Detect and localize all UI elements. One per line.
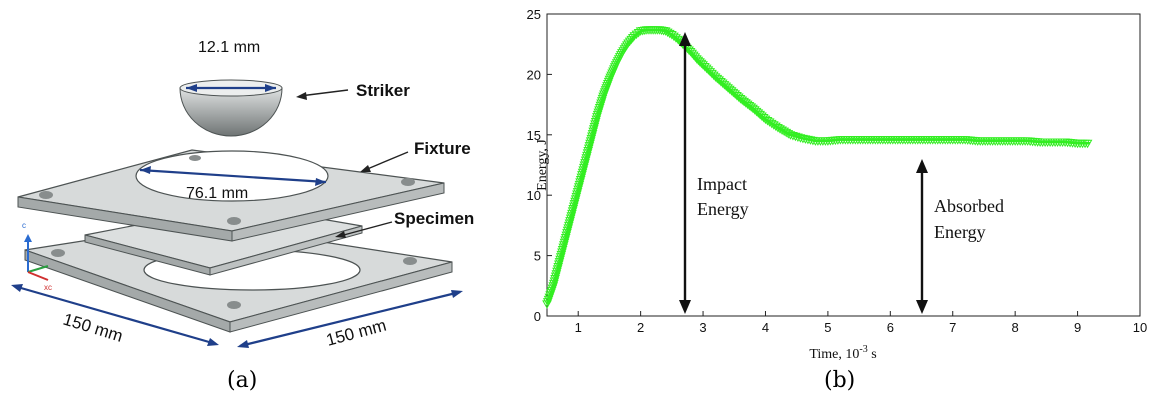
energy-time-chart: 1 2 3 4 5 6 7 8 9 10 0 5 10 15 20 25 Impact Energy Abs… xyxy=(527,7,1148,362)
x-tick-label: 1 xyxy=(575,320,582,335)
series-marker xyxy=(664,29,675,39)
coordinate-axes-icon: c xc xyxy=(22,221,52,292)
series-marker xyxy=(737,96,748,105)
fixture-dimension-label: 76.1 mm xyxy=(186,185,248,202)
width-label-right: 150 mm xyxy=(324,316,388,350)
x-tick-label: 9 xyxy=(1074,320,1081,335)
y-axis-label: Energy, J xyxy=(535,139,550,191)
y-tick-label: 0 xyxy=(534,309,541,324)
y-tick-label: 25 xyxy=(527,7,541,22)
annotation-arrows xyxy=(679,32,928,314)
absorbed-energy-label-line2: Energy xyxy=(934,222,986,242)
series-marker xyxy=(758,114,769,123)
y-tick-label: 15 xyxy=(527,128,541,143)
series-marker xyxy=(742,100,753,110)
series-marker xyxy=(762,117,773,126)
series-marker xyxy=(662,28,673,38)
x-axis-label: Time, 10-3 s xyxy=(809,344,876,362)
figure-b-energy-chart: 1 2 3 4 5 6 7 8 9 10 0 5 10 15 20 25 Impact Energy Abs… xyxy=(520,0,1157,409)
absorbed-energy-label-line1: Absorbed xyxy=(934,196,1004,216)
series-marker xyxy=(781,128,792,138)
series-marker xyxy=(633,29,644,38)
fixture-label: Fixture xyxy=(414,139,471,158)
x-tick-label: 3 xyxy=(699,320,706,335)
svg-text:xc: xc xyxy=(44,283,52,292)
svg-text:c: c xyxy=(22,221,26,230)
striker-label: Striker xyxy=(356,81,410,100)
caption-b: (b) xyxy=(824,368,856,393)
striker-dimension-label: 12.1 mm xyxy=(198,39,260,56)
base-dimension-lines xyxy=(11,284,463,348)
plot-area xyxy=(546,13,1141,317)
series-marker xyxy=(629,32,640,41)
series-marker xyxy=(746,103,757,112)
series-marker xyxy=(764,118,775,127)
exploded-view-drawing: c xc 12.1 mm Striker Fixture 76.1 mm Spe… xyxy=(11,39,474,350)
series-marker xyxy=(766,119,777,129)
series-marker xyxy=(760,115,771,125)
series-marker xyxy=(735,95,746,104)
fixture-dimension-line xyxy=(139,168,327,184)
y-tick-label: 10 xyxy=(527,188,541,203)
y-tick-label: 5 xyxy=(534,249,541,264)
y-axis-ticks: 0 5 10 15 20 25 xyxy=(527,7,552,324)
impact-energy-label-line1: Impact xyxy=(697,174,747,194)
caption-a: (a) xyxy=(227,368,258,393)
series-marker xyxy=(768,121,779,130)
x-tick-label: 4 xyxy=(762,320,769,335)
series-marker xyxy=(631,30,642,40)
series-marker xyxy=(733,93,744,103)
impact-energy-label-line2: Energy xyxy=(697,199,749,219)
x-tick-label: 10 xyxy=(1133,320,1147,335)
specimen-label: Specimen xyxy=(394,209,474,228)
x-axis-ticks: 1 2 3 4 5 6 7 8 9 10 xyxy=(575,311,1147,335)
x-tick-label: 5 xyxy=(824,320,831,335)
figure-a-exploded-view: c xc 12.1 mm Striker Fixture 76.1 mm Spe… xyxy=(0,0,500,409)
series-marker xyxy=(740,99,751,108)
series-marker xyxy=(1082,139,1093,149)
x-tick-label: 2 xyxy=(637,320,644,335)
leader-arrows xyxy=(296,89,409,238)
series-marker xyxy=(739,97,749,107)
x-tick-label: 7 xyxy=(949,320,956,335)
striker-hemisphere xyxy=(179,79,283,137)
series-marker xyxy=(744,101,755,111)
y-tick-label: 20 xyxy=(527,67,541,82)
x-tick-label: 8 xyxy=(1012,320,1019,335)
energy-series xyxy=(542,26,1093,309)
x-tick-label: 6 xyxy=(887,320,894,335)
